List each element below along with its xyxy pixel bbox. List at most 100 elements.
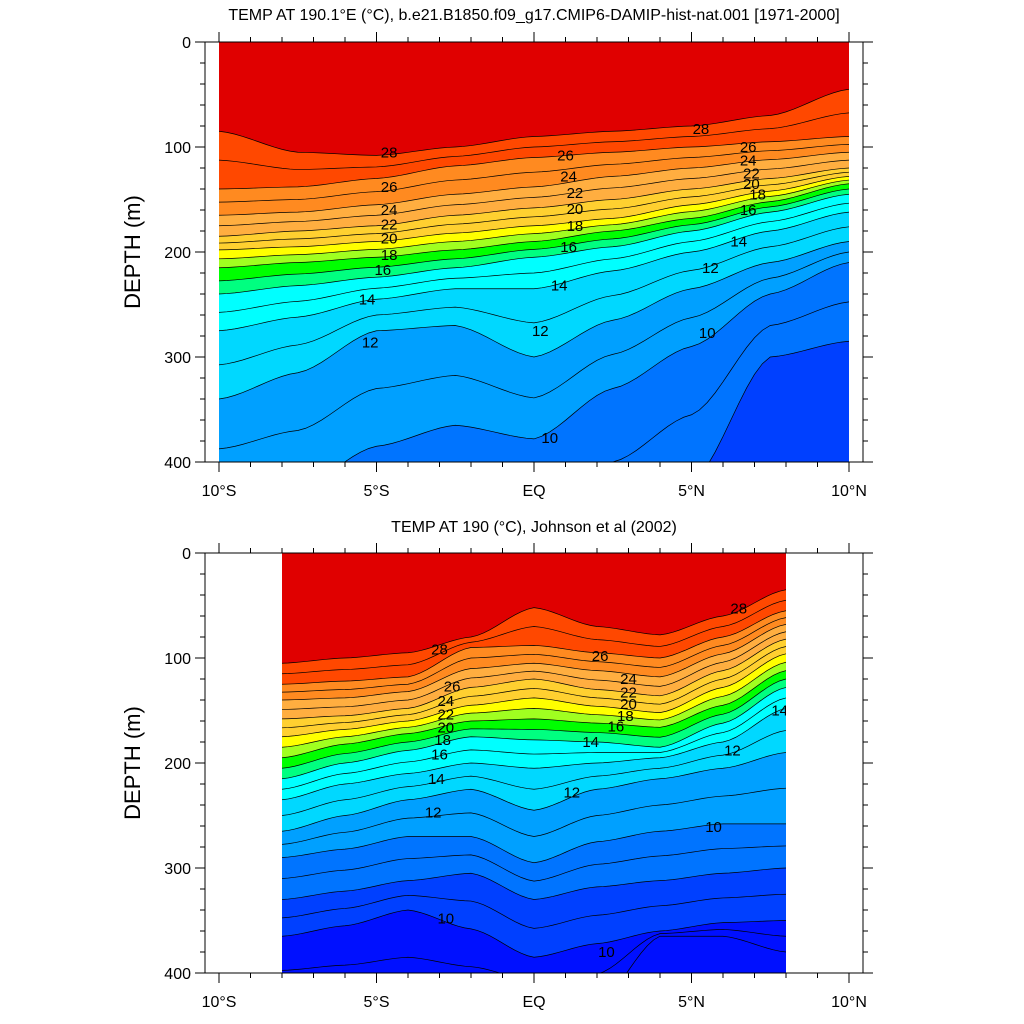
contour-label-14: 14 xyxy=(730,234,747,251)
isotherm-23 xyxy=(219,159,849,227)
contour-label-26: 26 xyxy=(444,678,461,695)
contour-label-20: 20 xyxy=(437,719,454,736)
contour-label-16: 16 xyxy=(740,202,757,219)
contour-label-18: 18 xyxy=(381,247,398,264)
x-tick-label: 10°N xyxy=(831,994,867,1011)
isotherm-9 xyxy=(611,301,849,462)
y-axis-title: DEPTH (m) xyxy=(120,195,145,309)
isotherm-9 xyxy=(282,845,786,882)
y-axis-title: DEPTH (m) xyxy=(120,706,145,820)
chart-title: TEMP AT 190.1°E (°C), b.e21.B1850.f09_g1… xyxy=(228,7,839,24)
contour-label-24: 24 xyxy=(740,153,757,170)
contour-field: 2828262624242222202018181616141414121212… xyxy=(282,553,786,973)
contour-label-10: 10 xyxy=(699,325,716,342)
contour-label-12: 12 xyxy=(702,260,719,277)
isotherm-13 xyxy=(219,226,849,366)
contour-label-28: 28 xyxy=(730,601,747,618)
isotherm-12 xyxy=(219,241,849,400)
isotherm-21 xyxy=(219,171,849,244)
isotherm-26 xyxy=(282,610,786,685)
isotherm-17 xyxy=(282,678,786,769)
chart-title: TEMP AT 190 (°C), Johnson et al (2002) xyxy=(391,519,677,536)
contour-label-14: 14 xyxy=(551,278,568,295)
x-tick-label: 10°N xyxy=(831,483,867,500)
x-tick-label: 5°S xyxy=(364,483,390,500)
y-tick-label: 400 xyxy=(164,966,191,983)
contour-label-28: 28 xyxy=(693,121,710,138)
contour-label-16: 16 xyxy=(608,718,625,735)
contour-label-22: 22 xyxy=(567,185,584,202)
contour-label-26: 26 xyxy=(592,648,609,665)
contour-label-20: 20 xyxy=(620,696,637,713)
isotherm-14 xyxy=(219,211,849,332)
contour-label-18: 18 xyxy=(617,708,634,725)
isotherm-22 xyxy=(282,638,786,720)
isotherm-22 xyxy=(219,167,849,237)
band-below-8 xyxy=(709,341,849,462)
isotherm-19 xyxy=(282,661,786,748)
isotherm-18 xyxy=(219,183,849,269)
isotherm-26 xyxy=(219,136,849,190)
isotherm-16 xyxy=(282,687,786,780)
contour-label-16: 16 xyxy=(374,262,391,279)
isotherm-15 xyxy=(282,697,786,790)
x-tick-label: 5°N xyxy=(678,994,705,1011)
contour-label-24: 24 xyxy=(437,693,454,710)
contour-label-22: 22 xyxy=(620,685,637,702)
isotherm-28 xyxy=(219,88,849,156)
isotherm-20 xyxy=(219,176,849,251)
contour-label-18: 18 xyxy=(567,218,584,235)
contour-label-20: 20 xyxy=(743,176,760,193)
isotherm-25 xyxy=(219,144,849,203)
isotherm-15 xyxy=(219,202,849,313)
isotherm-18 xyxy=(282,670,786,759)
y-tick-label: 200 xyxy=(164,756,191,773)
contour-label-14: 14 xyxy=(582,734,599,751)
contour-label-22: 22 xyxy=(437,707,454,724)
contour-label-26: 26 xyxy=(557,147,574,164)
contour-label-10: 10 xyxy=(437,910,454,927)
x-tick-label: EQ xyxy=(522,483,545,500)
contour-label-16: 16 xyxy=(431,747,448,764)
isotherm-7 xyxy=(282,893,786,929)
contour-label-12: 12 xyxy=(532,323,549,340)
contour-label-26: 26 xyxy=(381,179,398,196)
x-tick-label: EQ xyxy=(522,994,545,1011)
y-tick-label: 100 xyxy=(164,140,191,157)
contour-label-10: 10 xyxy=(598,944,615,961)
isotherm-14 xyxy=(282,708,786,801)
contour-label-16: 16 xyxy=(560,239,577,256)
y-tick-label: 200 xyxy=(164,245,191,262)
isotherm-17 xyxy=(219,188,849,282)
y-tick-label: 0 xyxy=(182,546,191,563)
isotherm-6 xyxy=(282,909,786,958)
contour-label-18: 18 xyxy=(434,732,451,749)
isotherm-10 xyxy=(282,823,786,864)
y-tick-label: 400 xyxy=(164,455,191,472)
contour-label-14: 14 xyxy=(428,771,445,788)
x-tick-label: 10°S xyxy=(202,483,237,500)
band-below-4 xyxy=(626,936,786,973)
isotherm-28 xyxy=(282,589,786,664)
x-tick-label: 10°S xyxy=(202,994,237,1011)
contour-label-12: 12 xyxy=(362,334,379,351)
contour-label-28: 28 xyxy=(381,144,398,161)
x-tick-label: 5°S xyxy=(364,994,390,1011)
contour-label-10: 10 xyxy=(541,430,558,447)
x-tick-label: 5°N xyxy=(678,483,705,500)
isotherm-21 xyxy=(282,646,786,729)
y-tick-label: 300 xyxy=(164,861,191,878)
isotherm-24 xyxy=(219,151,849,216)
isotherm-27 xyxy=(219,112,849,170)
isotherm-20 xyxy=(282,653,786,738)
isotherm-11 xyxy=(219,251,849,450)
contour-label-12: 12 xyxy=(563,784,580,801)
isotherm-23 xyxy=(282,631,786,710)
y-tick-label: 300 xyxy=(164,350,191,367)
contour-label-14: 14 xyxy=(359,291,376,308)
contour-label-10: 10 xyxy=(705,819,722,836)
contour-label-22: 22 xyxy=(743,165,760,182)
